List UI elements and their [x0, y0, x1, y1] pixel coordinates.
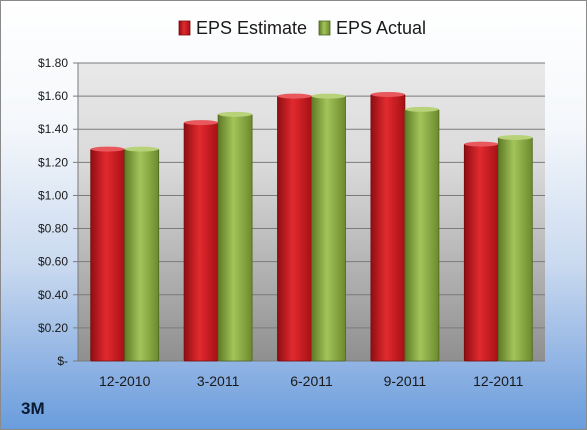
y-tick-label: $1.00 — [38, 188, 68, 202]
bar-estimate-12-2011 — [463, 143, 499, 362]
bar-actual-3-2011 — [217, 113, 253, 362]
y-tick-label: $1.80 — [38, 56, 68, 70]
bar-top-highlight — [277, 93, 312, 99]
bar-top-highlight — [498, 135, 533, 140]
bar-top-highlight — [184, 120, 219, 126]
x-tick-label: 12-2010 — [99, 373, 151, 389]
bar-estimate-12-2010 — [90, 148, 126, 362]
y-tick-label: $1.20 — [38, 155, 68, 169]
x-tick-label: 3-2011 — [197, 373, 240, 389]
bar-actual-12-2011 — [497, 137, 533, 362]
x-tick-label: 9-2011 — [384, 373, 427, 389]
bar-top-highlight — [124, 146, 159, 152]
y-tick-label: $- — [57, 354, 68, 368]
bar-top-highlight — [218, 111, 253, 117]
y-tick-label: $1.60 — [38, 89, 68, 103]
bar-actual-6-2011 — [311, 95, 346, 362]
legend-swatch-actual — [318, 20, 331, 36]
x-tick-label: 12-2011 — [473, 373, 524, 389]
company-label: 3M — [21, 399, 45, 418]
y-tick-label: $0.40 — [38, 288, 68, 302]
bar-estimate-6-2011 — [277, 95, 312, 362]
bar-top-highlight — [90, 146, 125, 152]
bar-top-highlight — [464, 141, 499, 147]
bar-top-highlight — [404, 106, 439, 112]
legend-label-estimate: EPS Estimate — [196, 18, 307, 38]
legend-label-actual: EPS Actual — [336, 18, 426, 38]
x-tick-label: 6-2011 — [290, 373, 333, 389]
bar-estimate-9-2011 — [370, 94, 406, 362]
bar-actual-9-2011 — [404, 108, 440, 362]
bar-top-highlight — [370, 91, 405, 97]
y-tick-label: $0.80 — [38, 222, 68, 236]
bar-estimate-3-2011 — [183, 122, 219, 362]
y-tick-label: $0.60 — [38, 255, 68, 269]
y-tick-label: $0.20 — [38, 321, 68, 335]
y-tick-label: $1.40 — [38, 122, 68, 136]
bar-actual-12-2010 — [124, 148, 160, 362]
bar-top-highlight — [311, 93, 346, 99]
legend-swatch-estimate — [178, 20, 191, 36]
